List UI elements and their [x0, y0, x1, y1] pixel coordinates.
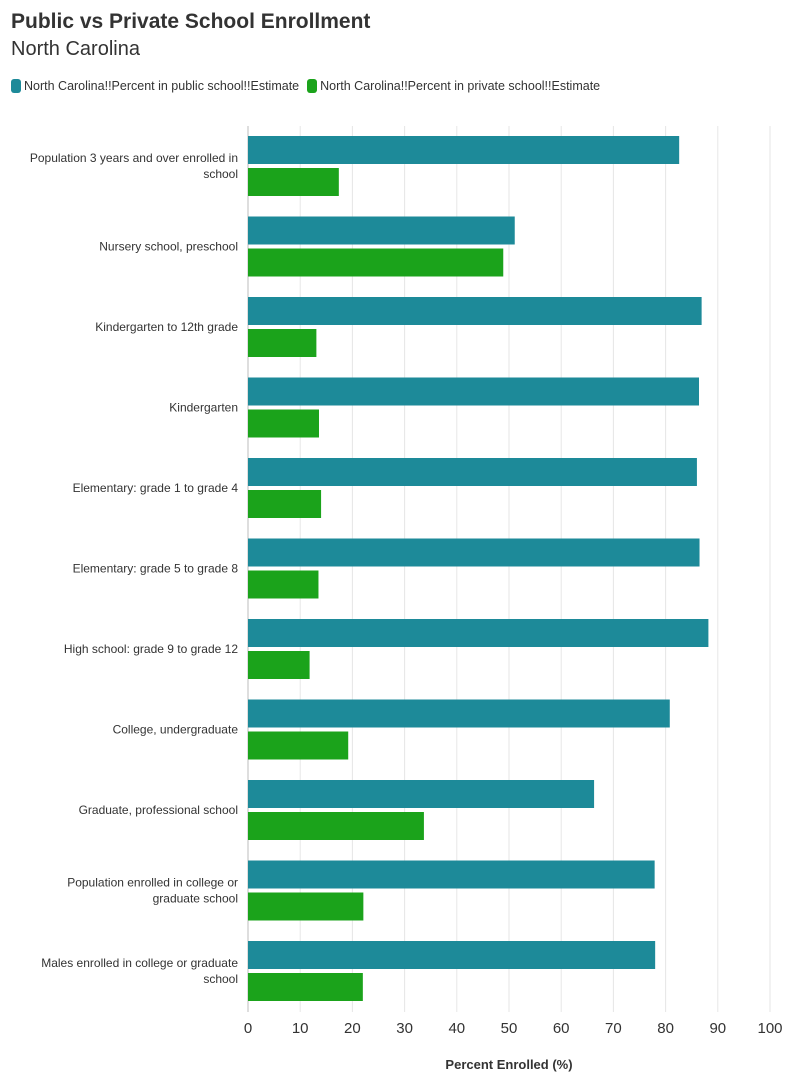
bar-private-9[interactable] [248, 892, 364, 921]
x-tick-label-70: 70 [605, 1020, 622, 1037]
category-label-10-line1: school [203, 972, 238, 986]
bar-private-5[interactable] [248, 570, 319, 599]
category-label-1: Nursery school, preschool [99, 240, 238, 254]
x-tick-label-50: 50 [501, 1020, 518, 1037]
bar-public-2[interactable] [248, 297, 702, 325]
category-label-6: High school: grade 9 to grade 12 [64, 642, 238, 656]
bar-private-6[interactable] [248, 651, 310, 679]
x-tick-label-40: 40 [448, 1020, 465, 1037]
category-label-9-line0: Population enrolled in college or [67, 876, 238, 890]
bar-public-5[interactable] [248, 538, 700, 567]
bar-public-3[interactable] [248, 377, 700, 406]
legend-item-public[interactable]: North Carolina!!Percent in public school… [11, 79, 299, 93]
category-label-5: Elementary: grade 5 to grade 8 [73, 562, 239, 576]
bar-private-10[interactable] [248, 973, 363, 1001]
category-label-3: Kindergarten [169, 401, 238, 415]
bar-public-9[interactable] [248, 860, 655, 889]
x-tick-label-80: 80 [657, 1020, 674, 1037]
chart-title: Public vs Private School Enrollment [11, 10, 371, 33]
category-label-2: Kindergarten to 12th grade [95, 320, 238, 334]
x-tick-label-60: 60 [553, 1020, 570, 1037]
legend-item-private[interactable]: North Carolina!!Percent in private schoo… [307, 79, 600, 93]
bar-public-1[interactable] [248, 216, 515, 245]
bar-public-4[interactable] [248, 458, 697, 486]
bar-private-2[interactable] [248, 329, 317, 357]
x-tick-label-0: 0 [244, 1020, 252, 1037]
bar-public-8[interactable] [248, 780, 595, 808]
chart-subtitle: North Carolina [11, 38, 140, 60]
x-tick-label-90: 90 [709, 1020, 726, 1037]
bar-private-7[interactable] [248, 731, 349, 760]
legend-swatch-private [307, 79, 318, 93]
bar-private-8[interactable] [248, 812, 424, 840]
x-tick-label-100: 100 [757, 1020, 782, 1037]
legend-label-private: North Carolina!!Percent in private schoo… [320, 79, 601, 93]
bar-private-3[interactable] [248, 409, 319, 438]
category-label-4: Elementary: grade 1 to grade 4 [73, 481, 239, 495]
legend: North Carolina!!Percent in public school… [11, 79, 608, 93]
category-label-0-line1: school [203, 167, 238, 181]
category-label-10-line0: Males enrolled in college or graduate [41, 956, 238, 970]
bar-public-0[interactable] [248, 136, 680, 164]
category-label-7: College, undergraduate [113, 723, 239, 737]
x-axis-title: Percent Enrolled (%) [445, 1057, 572, 1072]
bar-private-4[interactable] [248, 490, 322, 518]
category-label-8: Graduate, professional school [79, 803, 238, 817]
bar-private-1[interactable] [248, 248, 504, 277]
bar-public-10[interactable] [248, 941, 656, 969]
x-tick-label-20: 20 [344, 1020, 361, 1037]
legend-label-public: North Carolina!!Percent in public school… [24, 79, 300, 93]
x-tick-label-30: 30 [396, 1020, 413, 1037]
bar-private-0[interactable] [248, 168, 339, 196]
bar-public-6[interactable] [248, 619, 709, 647]
x-tick-label-10: 10 [292, 1020, 309, 1037]
bar-public-7[interactable] [248, 699, 670, 728]
legend-swatch-public [11, 79, 21, 93]
category-label-9-line1: graduate school [153, 892, 238, 906]
category-label-0-line0: Population 3 years and over enrolled in [30, 151, 238, 165]
